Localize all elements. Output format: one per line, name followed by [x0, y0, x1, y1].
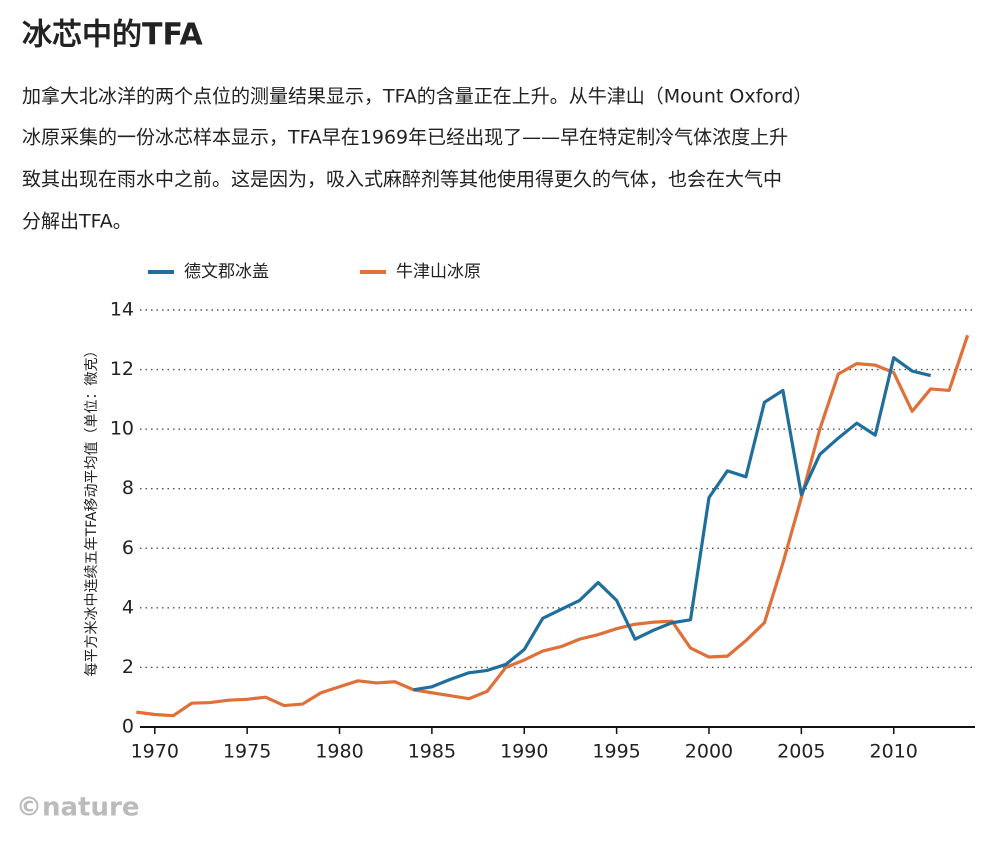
y-tick-label: 10: [110, 418, 134, 440]
subtitle-line: 加拿大北冰洋的两个点位的测量结果显示，TFA的含量正在上升。从牛津山（Mount…: [22, 85, 812, 108]
y-axis-label: 每平方米冰中连续五年TFA移动平均值（单位：微克）: [83, 344, 100, 677]
subtitle-line: 冰原采集的一份冰芯样本显示，TFA早在1969年已经出现了——早在特定制冷气体浓…: [22, 127, 788, 149]
x-tick-label: 2005: [777, 741, 825, 763]
x-tick-label: 1980: [315, 741, 363, 763]
x-tick-label: 1995: [592, 741, 640, 763]
x-tick-label: 1970: [131, 741, 179, 763]
y-tick-label: 12: [110, 358, 134, 380]
x-tick-label: 2010: [870, 741, 918, 763]
x-tick-label: 1990: [500, 741, 548, 763]
y-tick-label: 4: [122, 596, 134, 618]
y-tick-label: 14: [110, 299, 134, 321]
series-line: [413, 356, 932, 692]
y-tick-label: 2: [122, 656, 134, 678]
chart-title: 冰芯中的TFA: [22, 18, 204, 53]
subtitle-line: 分解出TFA。: [22, 211, 132, 233]
source-logo: ©nature: [16, 793, 139, 823]
y-tick-label: 6: [122, 537, 134, 559]
subtitle-line: 致其出现在雨水中之前。这是因为，吸入式麻醉剂等其他使用得更久的气体，也会在大气中: [22, 169, 782, 191]
x-tick-label: 2000: [685, 741, 733, 763]
series-line: [136, 334, 970, 718]
x-tick-label: 1985: [408, 741, 456, 763]
x-tick-label: 1975: [223, 741, 271, 763]
legend-label: 牛津山冰原: [396, 262, 481, 282]
legend-label: 德文郡冰盖: [184, 262, 269, 282]
y-tick-label: 0: [122, 716, 134, 738]
y-tick-label: 8: [122, 477, 134, 499]
